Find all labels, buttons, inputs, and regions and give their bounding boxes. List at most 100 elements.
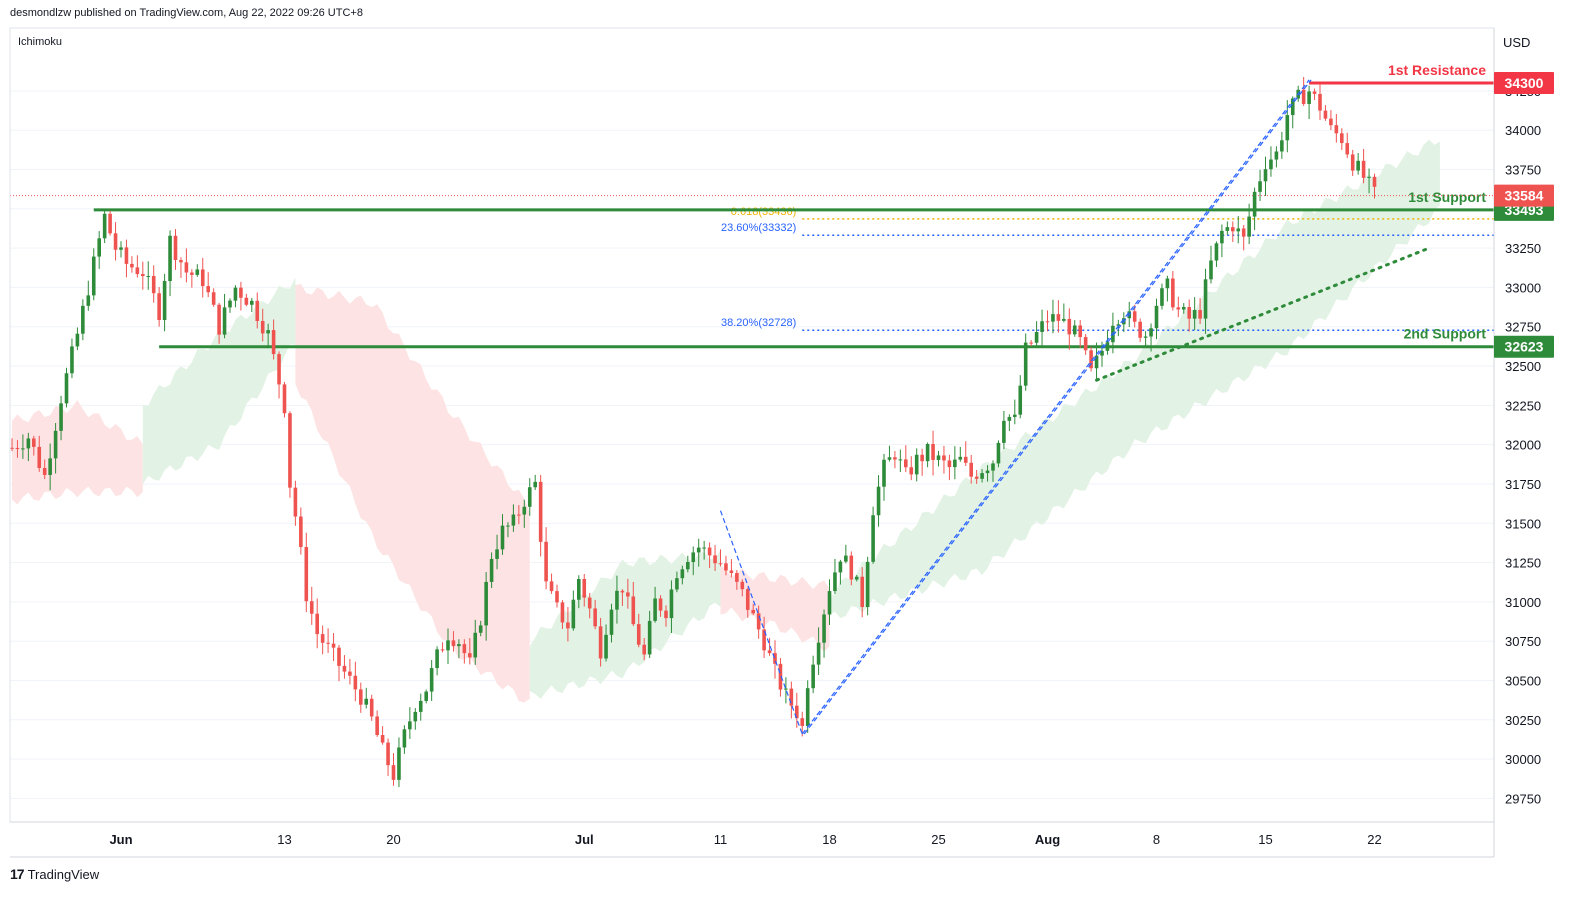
candle-body (473, 632, 478, 658)
fib-label: 0.618(33436) (731, 206, 796, 218)
candle-body (81, 305, 85, 334)
candle-body (631, 596, 636, 625)
price-tag (1494, 335, 1554, 358)
candle-body (342, 665, 347, 672)
candle-body (157, 293, 161, 320)
indicator-label[interactable]: Ichimoku (18, 36, 62, 48)
candle-body (413, 711, 418, 722)
candle-body (724, 563, 728, 571)
x-tick-label: 25 (931, 832, 945, 847)
candle-body (326, 642, 330, 644)
candle-body (936, 455, 941, 460)
candle-body (457, 644, 461, 647)
candle-body (250, 300, 254, 305)
candle-body (195, 269, 200, 275)
candle-body (337, 647, 341, 666)
candle-body (675, 578, 679, 590)
price-tag-text: 33584 (1505, 188, 1544, 204)
currency-label: USD (1503, 35, 1530, 50)
candle-body (593, 608, 597, 627)
candle-body (1029, 342, 1033, 344)
candle-body (233, 287, 238, 301)
candle-body (1361, 160, 1366, 178)
candle-body (1100, 350, 1104, 356)
candle-body (702, 547, 706, 549)
candle-body (506, 525, 510, 527)
candle-body (489, 558, 494, 582)
candle-body (1367, 176, 1371, 178)
candle-body (947, 460, 952, 468)
candle-body (141, 274, 145, 277)
candle-body (729, 570, 734, 574)
trendline (1095, 246, 1431, 382)
candle-body (609, 609, 614, 635)
candle-body (359, 689, 363, 705)
ichimoku-cloud (12, 139, 1440, 703)
candle-body (555, 591, 559, 603)
x-tick-label: 20 (386, 832, 400, 847)
candle-body (124, 247, 129, 264)
price-tag (1494, 184, 1554, 207)
candle-body (288, 413, 292, 488)
candle-body (898, 459, 903, 461)
y-tick-label: 33750 (1505, 163, 1541, 178)
candle-body (353, 675, 358, 690)
candle-body (1372, 176, 1377, 187)
y-tick-label: 30750 (1505, 634, 1541, 649)
candle-body (211, 292, 216, 305)
candle-body (827, 591, 832, 615)
candle-body (1269, 159, 1273, 170)
candle-body (446, 640, 450, 651)
candle-body (59, 403, 63, 431)
candle-body (468, 653, 472, 658)
footer[interactable]: 17 TradingView (10, 866, 99, 882)
candle-body (544, 541, 548, 582)
candle-body (844, 555, 848, 562)
candle-body (1149, 328, 1153, 337)
candle-body (1023, 342, 1028, 386)
candle-body (974, 476, 979, 479)
candle-body (1258, 181, 1262, 192)
candle-body (168, 235, 172, 282)
candle-body (64, 373, 69, 404)
candle-body (740, 581, 745, 590)
candle-body (615, 590, 619, 610)
candle-body (309, 601, 314, 614)
cloud-bull (829, 139, 1440, 619)
candle-body (664, 610, 668, 619)
cloud-bear (12, 399, 143, 505)
y-tick-label: 32500 (1505, 359, 1541, 374)
candle-body (151, 275, 156, 294)
candle-body (1160, 288, 1164, 306)
candle-body (1045, 321, 1050, 323)
candle-body (598, 626, 603, 659)
candle-body (369, 698, 374, 717)
candle-body (1040, 321, 1044, 333)
tradingview-brand: TradingView (27, 866, 100, 882)
y-tick-label: 34000 (1505, 123, 1541, 138)
candle-body (587, 597, 592, 609)
candle-body (435, 649, 439, 669)
overlay (719, 79, 1431, 735)
candle-body (424, 691, 428, 701)
candle-body (904, 459, 908, 468)
candle-body (642, 644, 646, 655)
candle-body (762, 629, 766, 651)
candle-body (53, 430, 58, 459)
levels-and-fibs: 0.618(33436) 23.60%(33332) 38.20%(32728) 1s… (10, 62, 1494, 349)
candle-body (1290, 98, 1295, 116)
candle-body (173, 235, 178, 261)
candle-body (1312, 91, 1317, 94)
candle-body (958, 456, 963, 460)
x-tick-label: 11 (714, 832, 728, 847)
candle-body (119, 247, 123, 250)
candle-body (1062, 318, 1066, 321)
y-tick-label: 31750 (1505, 477, 1541, 492)
candle-body (1241, 228, 1246, 237)
candle-body (942, 455, 946, 461)
candle-body (32, 438, 36, 447)
candle-body (963, 456, 968, 463)
candle-body (1013, 414, 1017, 417)
